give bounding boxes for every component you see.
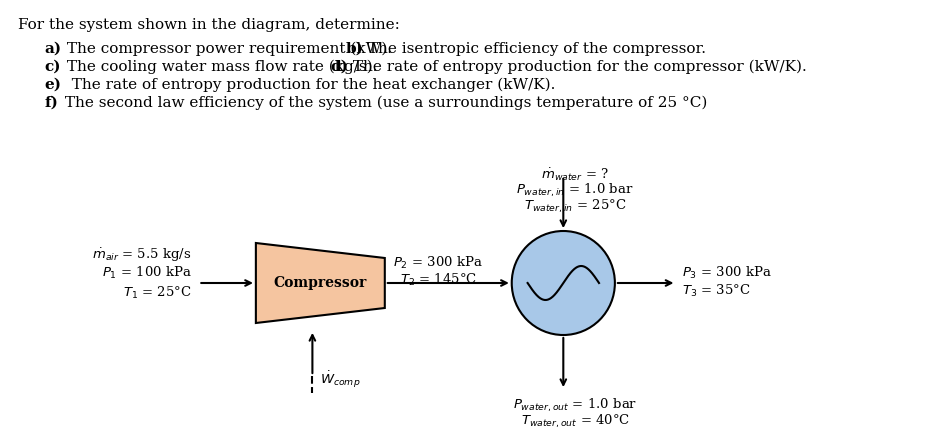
Text: d): d) xyxy=(330,60,348,74)
Text: $T_3$ = 35°C: $T_3$ = 35°C xyxy=(682,283,751,299)
Polygon shape xyxy=(256,243,384,323)
Circle shape xyxy=(511,231,615,335)
Text: $P_{water,out}$ = 1.0 bar: $P_{water,out}$ = 1.0 bar xyxy=(513,397,637,414)
Text: $T_1$ = 25°C: $T_1$ = 25°C xyxy=(123,285,191,301)
Text: $\dot{W}_{comp}$: $\dot{W}_{comp}$ xyxy=(320,370,361,390)
Text: The rate of entropy production for the compressor (kW/K).: The rate of entropy production for the c… xyxy=(348,60,807,74)
Text: The cooling water mass flow rate (kg/s).: The cooling water mass flow rate (kg/s). xyxy=(63,60,387,74)
Text: $P_{water,in}$ = 1.0 bar: $P_{water,in}$ = 1.0 bar xyxy=(517,182,634,199)
Text: f): f) xyxy=(45,96,59,110)
Text: The second law efficiency of the system (use a surroundings temperature of 25 °C: The second law efficiency of the system … xyxy=(61,96,708,110)
Text: b): b) xyxy=(345,42,363,56)
Text: $\dot{m}_{air}$ = 5.5 kg/s: $\dot{m}_{air}$ = 5.5 kg/s xyxy=(92,246,191,264)
Text: $\dot{m}_{water}$ = ?: $\dot{m}_{water}$ = ? xyxy=(541,166,609,183)
Text: Compressor: Compressor xyxy=(273,276,367,290)
Text: The isentropic efficiency of the compressor.: The isentropic efficiency of the compres… xyxy=(363,42,706,56)
Text: $T_{water,out}$ = 40°C: $T_{water,out}$ = 40°C xyxy=(521,413,630,430)
Text: $P_1$ = 100 kPa: $P_1$ = 100 kPa xyxy=(102,265,191,281)
Text: c): c) xyxy=(45,60,62,74)
Text: For the system shown in the diagram, determine:: For the system shown in the diagram, det… xyxy=(18,18,399,32)
Text: e): e) xyxy=(45,78,62,92)
Text: $T_2$ = 145°C: $T_2$ = 145°C xyxy=(400,272,477,288)
Text: $P_3$ = 300 kPa: $P_3$ = 300 kPa xyxy=(682,265,773,281)
Text: The rate of entropy production for the heat exchanger (kW/K).: The rate of entropy production for the h… xyxy=(63,78,556,93)
Text: $P_2$ = 300 kPa: $P_2$ = 300 kPa xyxy=(394,255,483,271)
Text: a): a) xyxy=(45,42,62,56)
Text: The compressor power requirement (kW).: The compressor power requirement (kW). xyxy=(63,42,402,57)
Text: $T_{water,in}$ = 25°C: $T_{water,in}$ = 25°C xyxy=(524,198,626,215)
